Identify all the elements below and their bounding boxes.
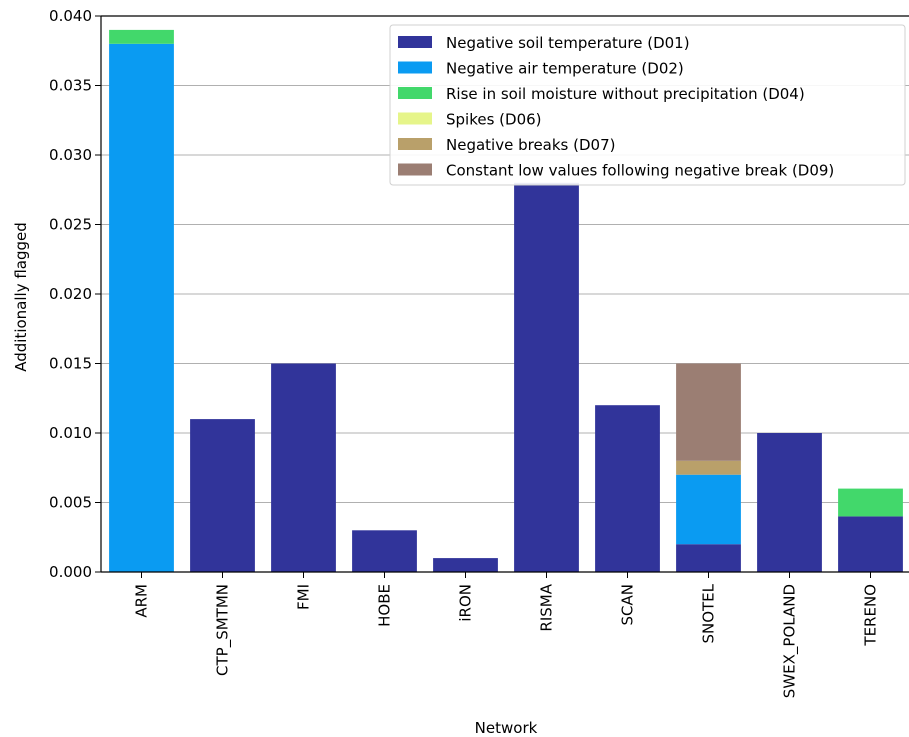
y-tick-label: 0.020 [49,285,92,303]
legend-label: Negative air temperature (D02) [446,60,684,78]
y-tick-label: 0.010 [49,424,92,442]
bar-segment [676,364,741,461]
legend: Negative soil temperature (D01) Negative … [390,25,905,185]
legend-swatch [398,164,432,176]
legend-label: Negative breaks (D07) [446,136,615,154]
legend-label: Spikes (D06) [446,111,542,129]
y-axis-title: Additionally flagged [12,222,30,372]
bar-segment [595,405,660,572]
y-tick-label: 0.040 [49,7,92,25]
x-tick-label: HOBE [376,584,394,627]
bar-segment [190,419,255,572]
bar-segment [352,530,417,572]
legend-label: Constant low values following negative b… [446,162,834,180]
y-tick-label: 0.005 [49,494,92,512]
bar-segment [838,516,903,572]
bar-segment [676,475,741,545]
x-tick-label: CTP_SMTMN [214,584,233,676]
legend-swatch [398,113,432,125]
x-tick-label: SNOTEL [700,583,718,643]
legend-label: Rise in soil moisture without precipitat… [446,85,805,103]
x-tick-label: iRON [457,584,475,622]
legend-label: Negative soil temperature (D01) [446,34,690,52]
x-tick-label: FMI [295,584,313,610]
bar-segment [514,183,579,572]
x-tick-label: TERENO [862,584,880,647]
bar-segment [271,364,336,573]
y-tick-label: 0.015 [49,355,92,373]
x-tick-label: SCAN [619,584,637,625]
y-tick-label: 0.000 [49,563,92,581]
bar-segment [757,433,822,572]
y-tick-label: 0.025 [49,216,92,234]
legend-swatch [398,138,432,150]
legend-swatch [398,62,432,74]
bar-segment [109,44,174,572]
bar-segment [676,461,741,475]
x-tick-label: ARM [133,584,151,618]
legend-swatch [398,36,432,48]
bar-segment [676,544,741,572]
bar-segment [109,30,174,44]
legend-swatch [398,87,432,99]
bar-segment [838,489,903,517]
x-axis-title: Network [475,719,538,737]
y-tick-label: 0.035 [49,77,92,95]
y-tick-label: 0.030 [49,146,92,164]
bar-segment [433,558,498,572]
x-tick-label: SWEX_POLAND [781,584,800,698]
x-tick-label: RISMA [538,583,556,631]
